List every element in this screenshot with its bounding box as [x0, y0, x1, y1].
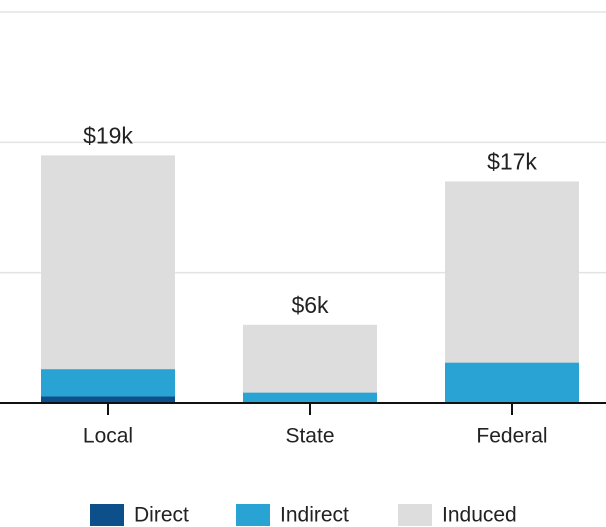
bar-segment — [41, 155, 175, 370]
bar-segment — [41, 369, 175, 397]
legend-label: Indirect — [280, 504, 349, 527]
legend-label: Induced — [442, 504, 517, 527]
total-label: $17k — [487, 149, 537, 175]
legend-swatch — [398, 504, 432, 526]
total-label: $19k — [83, 122, 133, 148]
bar-segment — [243, 392, 377, 403]
bar-segment — [243, 324, 377, 393]
total-label: $6k — [291, 292, 329, 318]
bar-segment — [445, 362, 579, 403]
legend-label: Direct — [134, 504, 189, 527]
bar-segment — [445, 181, 579, 363]
legend-swatch — [90, 504, 124, 526]
legend-swatch — [236, 504, 270, 526]
bar-segment — [41, 396, 175, 403]
x-tick-label: Local — [83, 425, 133, 448]
x-tick-label: State — [285, 425, 334, 448]
x-tick-label: Federal — [476, 425, 547, 448]
